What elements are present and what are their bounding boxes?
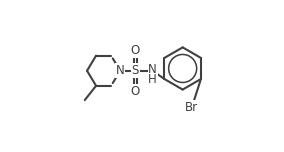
Text: Br: Br [185,101,198,114]
Text: O: O [131,85,140,98]
Text: N: N [116,64,125,77]
Text: N: N [148,64,157,76]
Text: H: H [148,73,157,86]
Text: O: O [131,44,140,57]
Text: S: S [131,64,139,77]
